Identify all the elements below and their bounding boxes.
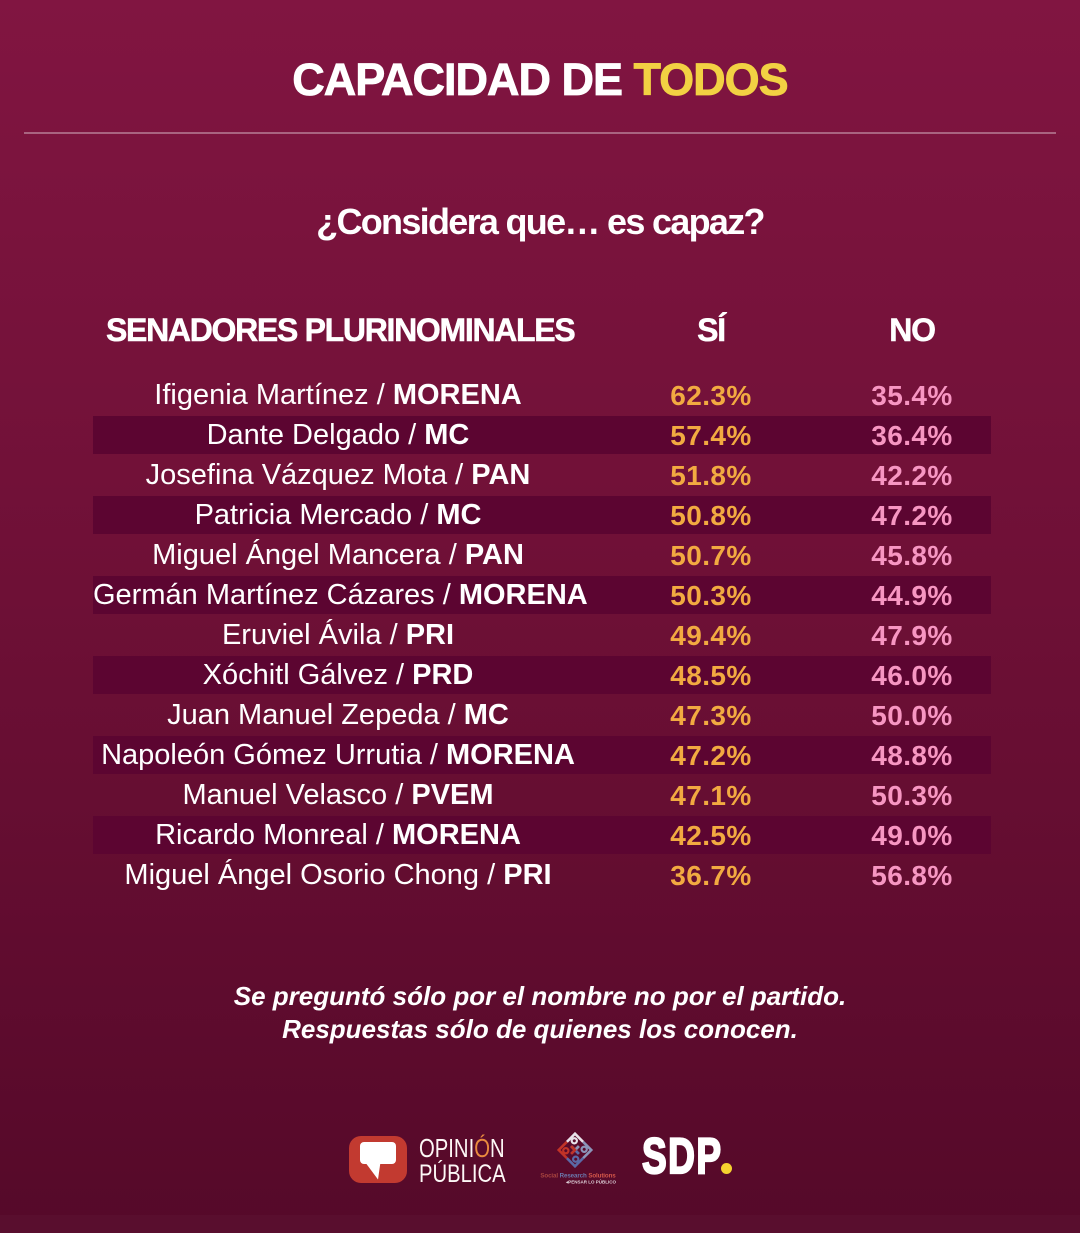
svg-text:◂PENSAR LO PÚBLICO: ◂PENSAR LO PÚBLICO [565,1179,617,1185]
svg-text:Social Research Solutions: Social Research Solutions [540,1173,616,1180]
